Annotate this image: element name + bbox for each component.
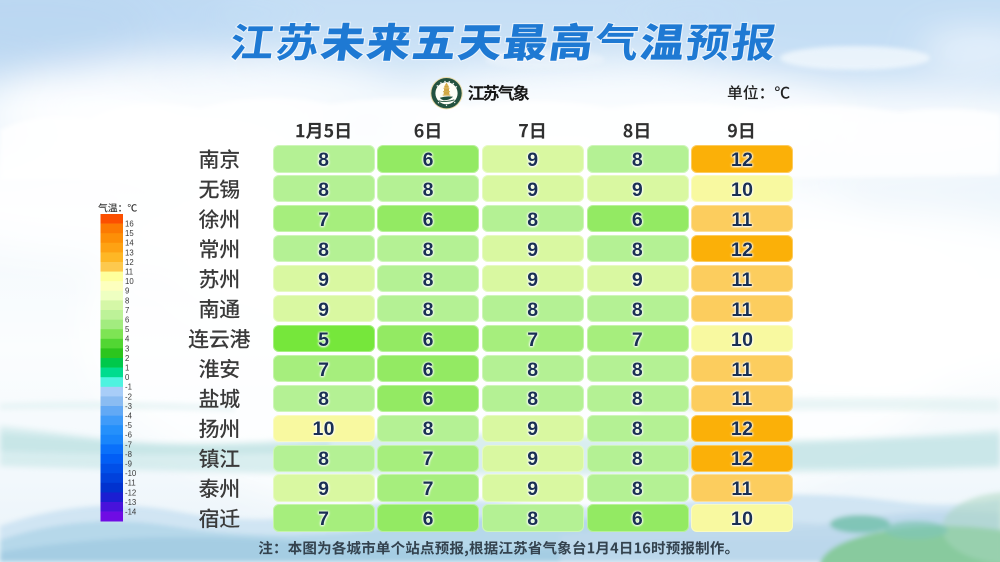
svg-text:13: 13	[125, 248, 134, 257]
svg-text:8: 8	[125, 296, 129, 305]
svg-text:-14: -14	[125, 508, 137, 517]
svg-text:14: 14	[125, 239, 134, 248]
svg-text:-11: -11	[125, 479, 136, 488]
svg-text:0: 0	[125, 373, 130, 382]
svg-text:-13: -13	[125, 498, 136, 507]
svg-text:-10: -10	[125, 469, 137, 478]
svg-text:7: 7	[125, 306, 129, 315]
svg-text:-12: -12	[125, 488, 136, 497]
svg-text:1: 1	[125, 364, 129, 373]
svg-text:5: 5	[125, 325, 130, 334]
svg-text:9: 9	[125, 287, 129, 296]
svg-text:4: 4	[125, 335, 130, 344]
svg-text:15: 15	[125, 229, 134, 238]
svg-text:-3: -3	[125, 402, 132, 411]
svg-text:3: 3	[125, 344, 129, 353]
svg-text:-1: -1	[125, 383, 132, 392]
svg-text:11: 11	[125, 268, 133, 277]
svg-text:-4: -4	[125, 412, 133, 421]
svg-text:-2: -2	[125, 392, 132, 401]
svg-text:16: 16	[125, 220, 134, 229]
svg-text:2: 2	[125, 354, 129, 363]
svg-text:-6: -6	[125, 431, 132, 440]
svg-text:-8: -8	[125, 450, 132, 459]
svg-text:10: 10	[125, 277, 134, 286]
svg-text:-7: -7	[125, 440, 132, 449]
svg-text:12: 12	[125, 258, 134, 267]
svg-text:-5: -5	[125, 421, 133, 430]
svg-text:-9: -9	[125, 460, 132, 469]
svg-text:6: 6	[125, 316, 129, 325]
